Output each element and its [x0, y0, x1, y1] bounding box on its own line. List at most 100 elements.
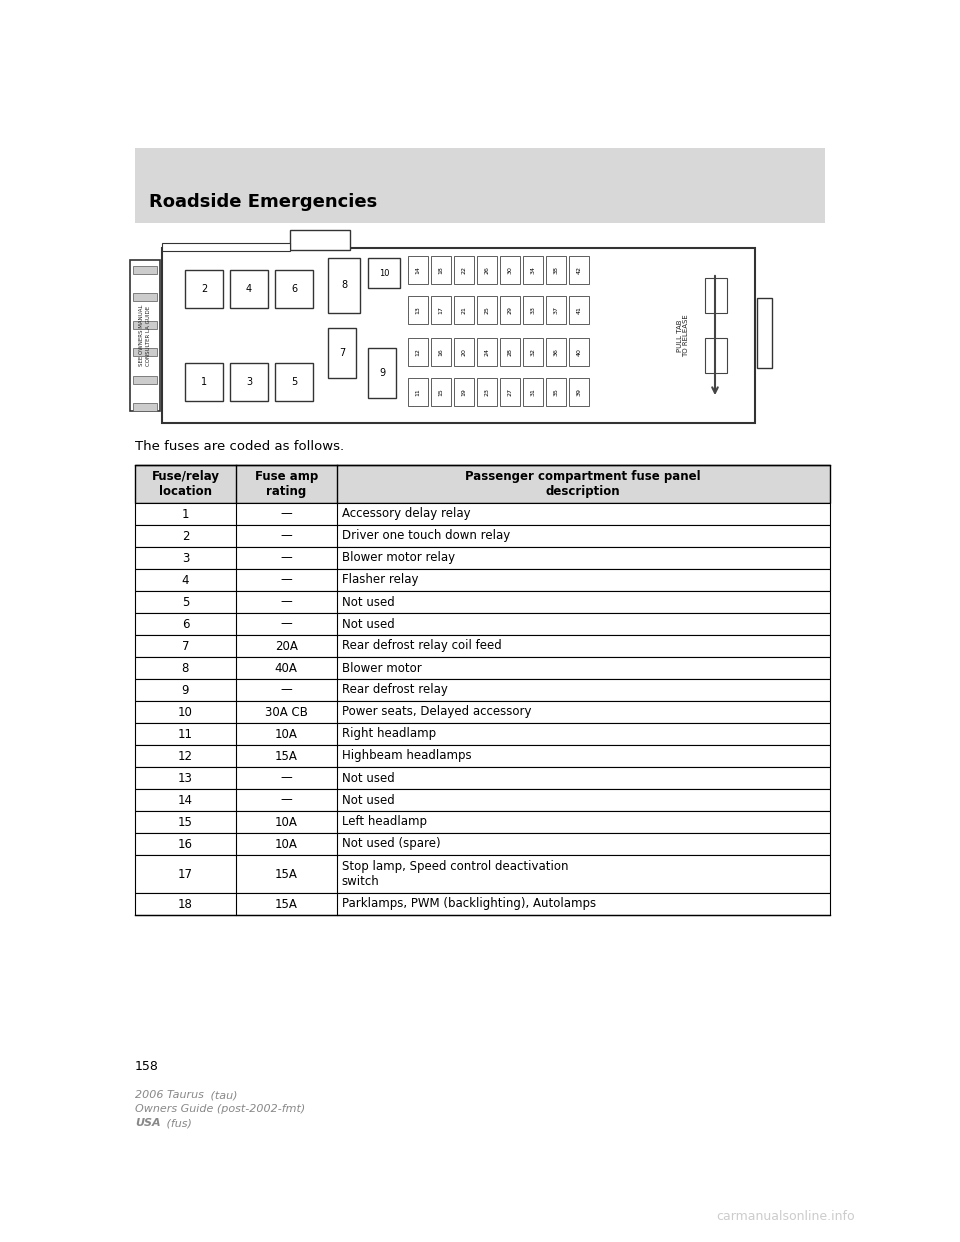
Text: 10: 10: [178, 705, 193, 719]
Text: Left headlamp: Left headlamp: [342, 816, 426, 828]
Bar: [757, 298, 772, 368]
Bar: [135, 591, 830, 614]
Bar: [162, 248, 755, 424]
Bar: [135, 525, 830, 546]
Text: 18: 18: [178, 898, 193, 910]
Text: 20: 20: [462, 348, 467, 356]
Bar: [477, 378, 497, 406]
Bar: [368, 348, 396, 397]
Text: 13: 13: [416, 306, 420, 314]
Text: PULL TAB
TO RELEASE: PULL TAB TO RELEASE: [677, 314, 689, 356]
Bar: [500, 296, 520, 324]
Text: Blower motor relay: Blower motor relay: [342, 551, 455, 565]
Text: 32: 32: [531, 348, 536, 356]
Bar: [230, 270, 268, 308]
Text: 10A: 10A: [275, 728, 298, 740]
Bar: [135, 679, 830, 700]
Text: Stop lamp, Speed control deactivation
switch: Stop lamp, Speed control deactivation sw…: [342, 859, 568, 888]
Bar: [133, 348, 157, 356]
Text: SEE OWNERS MANUAL
CONSULTER LA GUIDE: SEE OWNERS MANUAL CONSULTER LA GUIDE: [139, 304, 151, 366]
Bar: [454, 338, 474, 366]
Text: —: —: [280, 551, 292, 565]
Bar: [500, 378, 520, 406]
Text: 38: 38: [554, 266, 559, 274]
Text: 4: 4: [181, 574, 189, 586]
Bar: [408, 296, 428, 324]
Bar: [135, 768, 830, 789]
Text: —: —: [280, 574, 292, 586]
Bar: [569, 338, 589, 366]
Text: 14: 14: [178, 794, 193, 806]
Bar: [431, 296, 451, 324]
Text: Rear defrost relay: Rear defrost relay: [342, 683, 447, 697]
Bar: [546, 296, 566, 324]
Text: 18: 18: [439, 266, 444, 274]
Text: 31: 31: [531, 388, 536, 396]
Text: 42: 42: [577, 266, 582, 274]
Text: —: —: [280, 683, 292, 697]
Bar: [431, 338, 451, 366]
Text: 19: 19: [462, 388, 467, 396]
Bar: [569, 256, 589, 284]
Text: 40A: 40A: [275, 662, 298, 674]
Bar: [135, 614, 830, 635]
Bar: [408, 378, 428, 406]
Bar: [135, 635, 830, 657]
Text: 27: 27: [508, 388, 513, 396]
Bar: [705, 278, 727, 313]
Text: Fuse/relay
location: Fuse/relay location: [152, 469, 220, 498]
Text: (fus): (fus): [163, 1118, 192, 1128]
Text: 9: 9: [181, 683, 189, 697]
Bar: [135, 546, 830, 569]
Bar: [275, 363, 313, 401]
Text: Owners Guide (post-2002-fmt): Owners Guide (post-2002-fmt): [135, 1104, 305, 1114]
Text: 15: 15: [178, 816, 193, 828]
Text: 36: 36: [554, 348, 559, 356]
Text: 23: 23: [485, 388, 490, 396]
Text: Highbeam headlamps: Highbeam headlamps: [342, 749, 471, 763]
Bar: [454, 296, 474, 324]
Text: —: —: [280, 595, 292, 609]
Text: 15A: 15A: [275, 749, 298, 763]
Bar: [408, 256, 428, 284]
Text: USA: USA: [135, 1118, 160, 1128]
Bar: [135, 789, 830, 811]
Text: Not used: Not used: [342, 617, 395, 631]
Text: Driver one touch down relay: Driver one touch down relay: [342, 529, 510, 543]
Text: 6: 6: [291, 284, 297, 294]
Text: 17: 17: [178, 867, 193, 881]
Text: 34: 34: [531, 266, 536, 274]
Text: 24: 24: [485, 348, 490, 356]
Bar: [523, 338, 543, 366]
Bar: [290, 230, 350, 250]
Text: 2: 2: [201, 284, 207, 294]
Text: Power seats, Delayed accessory: Power seats, Delayed accessory: [342, 705, 531, 719]
Text: 21: 21: [462, 306, 467, 314]
Text: carmanualsonline.info: carmanualsonline.info: [716, 1210, 855, 1223]
Bar: [135, 893, 830, 915]
Bar: [135, 833, 830, 854]
Text: 5: 5: [291, 378, 298, 388]
Text: Fuse amp
rating: Fuse amp rating: [254, 469, 318, 498]
Bar: [368, 258, 400, 288]
Text: 8: 8: [181, 662, 189, 674]
Bar: [500, 256, 520, 284]
Bar: [705, 338, 727, 373]
Text: 3: 3: [246, 378, 252, 388]
Bar: [130, 260, 160, 411]
Text: Parklamps, PWM (backlighting), Autolamps: Parklamps, PWM (backlighting), Autolamps: [342, 898, 595, 910]
Text: 15A: 15A: [275, 898, 298, 910]
Text: 28: 28: [508, 348, 513, 356]
Text: —: —: [280, 508, 292, 520]
Text: 11: 11: [178, 728, 193, 740]
Text: 16: 16: [439, 348, 444, 356]
Text: Not used: Not used: [342, 771, 395, 785]
Text: The fuses are coded as follows.: The fuses are coded as follows.: [135, 440, 344, 453]
Bar: [135, 723, 830, 745]
Text: —: —: [280, 617, 292, 631]
Text: 25: 25: [485, 306, 490, 314]
Text: 7: 7: [339, 348, 346, 358]
Text: 16: 16: [178, 837, 193, 851]
Bar: [185, 270, 223, 308]
Bar: [569, 296, 589, 324]
